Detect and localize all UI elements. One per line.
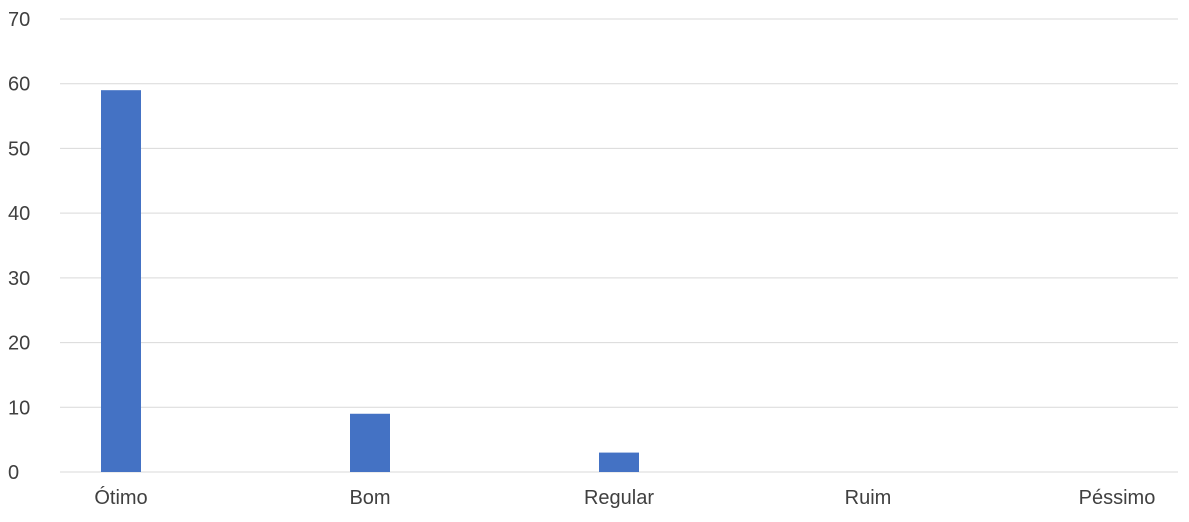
bar	[599, 452, 639, 472]
x-tick-label: Regular	[584, 487, 654, 509]
y-tick-label: 30	[8, 268, 30, 290]
y-tick-label: 70	[8, 9, 30, 31]
bar	[350, 413, 390, 472]
y-tick-label: 60	[8, 74, 30, 96]
y-tick-label: 20	[8, 333, 30, 355]
x-axis-tick-labels: Ótimo Bom Regular Ruim Péssimo	[94, 486, 1155, 509]
bars	[101, 90, 639, 472]
y-tick-label: 10	[8, 397, 30, 419]
x-tick-label: Ótimo	[94, 486, 147, 509]
x-tick-label: Péssimo	[1079, 487, 1156, 509]
y-axis-tick-labels: 0 10 20 30 40 50 60 70	[8, 9, 30, 484]
y-tick-label: 0	[8, 462, 19, 484]
bar	[101, 90, 141, 472]
y-tick-label: 40	[8, 203, 30, 225]
y-tick-label: 50	[8, 138, 30, 160]
gridlines	[60, 18, 1178, 473]
x-tick-label: Bom	[349, 487, 390, 509]
x-tick-label: Ruim	[845, 487, 892, 509]
